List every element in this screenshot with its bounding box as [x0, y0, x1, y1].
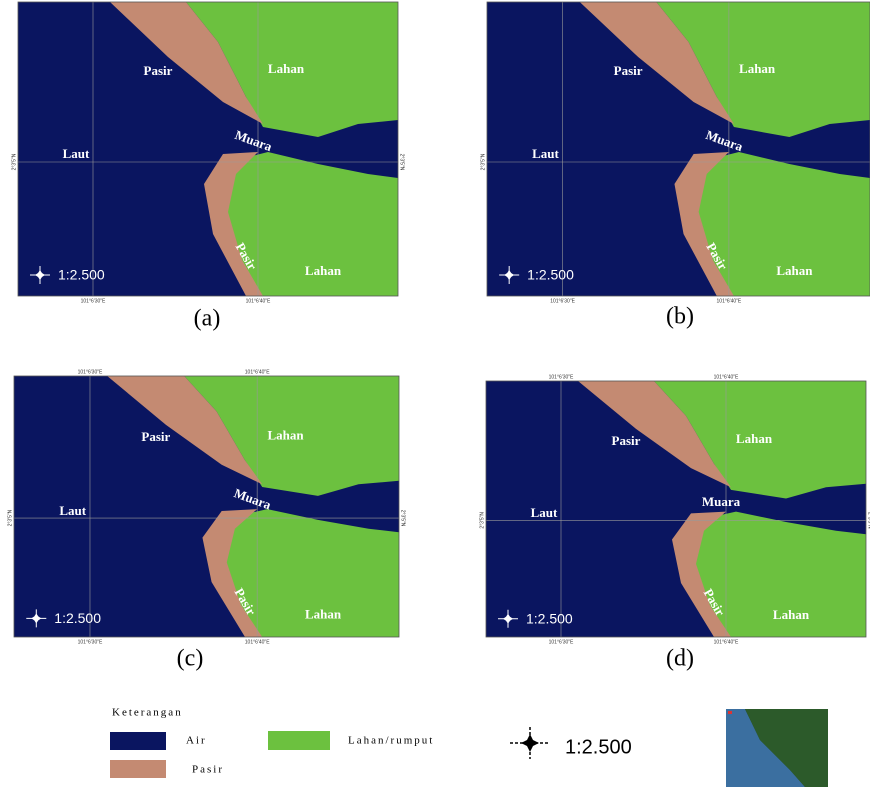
- coord-label: 101°6'40"E: [717, 0, 742, 1]
- scale-label: 1:2.500: [526, 610, 573, 626]
- figure: Keterangan Air Pasir Lahan/rumput 1:2.50…: [0, 0, 870, 787]
- map-label: Pasir: [612, 433, 641, 448]
- legend-swatch-air: [110, 732, 166, 750]
- panel-label: (c): [177, 646, 204, 672]
- map-label: Laut: [532, 146, 559, 161]
- coord-label: 101°6'40"E: [246, 0, 271, 1]
- map-label: Lahan: [305, 607, 342, 622]
- map-label: Pasir: [144, 63, 173, 78]
- map-label: Pasir: [141, 429, 170, 444]
- legend-label: Air: [186, 735, 207, 747]
- coord-label: 101°6'30"E: [550, 298, 575, 304]
- panel-label: (a): [194, 306, 221, 332]
- map-label: Lahan: [305, 263, 342, 278]
- coord-label: 2°3'5"N: [399, 154, 405, 171]
- coord-label: 101°6'40"E: [245, 639, 270, 645]
- coord-label: 101°6'30"E: [78, 639, 103, 645]
- map-label: Lahan: [736, 431, 773, 446]
- legend-label: Lahan/rumput: [348, 735, 434, 747]
- map-panel: 101°6'30"E 101°6'40"E 101°6'30"E 101°6'40"E…: [479, 374, 870, 671]
- scale-label: 1:2.500: [527, 267, 574, 283]
- coord-label: 2°3'5"N: [7, 509, 13, 526]
- legend-title: Keterangan: [112, 707, 183, 719]
- map-label: Pasir: [614, 63, 643, 78]
- coord-label: 2°3'5"N: [11, 153, 17, 170]
- map-label: Lahan: [773, 607, 810, 622]
- coord-label: 101°6'40"E: [245, 369, 270, 375]
- map-label: Lahan: [268, 61, 305, 76]
- coord-label: 101°6'30"E: [550, 0, 575, 1]
- coord-label: 101°6'30"E: [81, 0, 106, 1]
- map-label: Lahan: [267, 427, 304, 442]
- coord-label: 101°6'40"E: [714, 374, 739, 380]
- coord-label: 101°6'30"E: [81, 298, 106, 304]
- coord-label: 101°6'30"E: [549, 374, 574, 380]
- coord-label: 101°6'30"E: [549, 639, 574, 645]
- map-label: Laut: [59, 503, 86, 518]
- scale-label: 1:2.500: [58, 267, 105, 283]
- legend-label: Pasir: [192, 764, 224, 776]
- coord-label: 2°3'5"N: [400, 510, 406, 527]
- map-label: Laut: [531, 505, 558, 520]
- panel-label: (d): [666, 646, 694, 672]
- coord-label: 101°6'40"E: [717, 298, 742, 304]
- map-panel: 101°6'30"E 101°6'40"E 101°6'30"E 101°6'40"E…: [11, 0, 404, 332]
- inset-map: [726, 709, 828, 787]
- legend-scale: 1:2.500: [565, 736, 632, 758]
- coord-label: 101°6'30"E: [78, 369, 103, 375]
- scale-label: 1:2.500: [54, 610, 101, 626]
- coord-label: 2°3'5"N: [479, 512, 485, 529]
- map-label: Muara: [702, 494, 741, 509]
- map-label: Lahan: [776, 263, 813, 278]
- map-label: Lahan: [739, 61, 776, 76]
- map-panel: 101°6'30"E 101°6'40"E 101°6'30"E 101°6'40"E…: [7, 369, 405, 671]
- legend-swatch-pasir: [110, 760, 166, 778]
- compass: [510, 727, 550, 759]
- panel-label: (b): [666, 304, 694, 330]
- map-label: Laut: [63, 146, 90, 161]
- map-panel: 101°6'30"E 101°6'40"E 101°6'30"E 101°6'40"E…: [480, 0, 870, 330]
- coord-label: 2°3'5"N: [480, 153, 486, 170]
- coord-label: 101°6'40"E: [714, 639, 739, 645]
- legend-swatch-lahan: [268, 731, 330, 750]
- coord-label: 101°6'40"E: [246, 298, 271, 304]
